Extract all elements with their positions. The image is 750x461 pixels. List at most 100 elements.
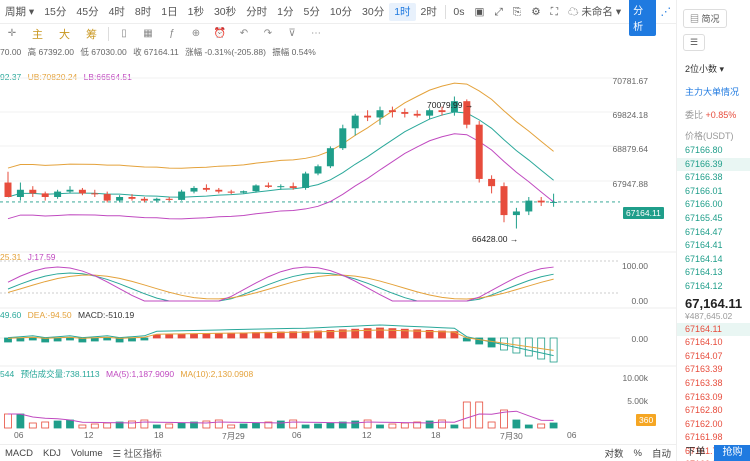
ask-price-row[interactable]: 67166.80 — [685, 145, 723, 155]
more-icon[interactable]: ⋯ — [311, 28, 321, 39]
candle-body — [376, 110, 384, 118]
kdj-toggle[interactable]: KDJ — [42, 447, 61, 459]
volume-ma5-line — [8, 410, 554, 424]
macd-bar — [475, 337, 484, 345]
volume-toggle[interactable]: Volume — [70, 447, 103, 459]
candle-body — [116, 197, 124, 201]
volume-bar — [376, 424, 384, 429]
bid-price-row[interactable]: 67164.10 — [685, 337, 723, 348]
draw-main[interactable]: 主 — [32, 29, 43, 41]
ask-price-row[interactable]: 67165.45 — [685, 212, 723, 223]
alert-icon[interactable]: ⏰ — [213, 28, 227, 39]
bid-price-row[interactable]: 67163.09 — [685, 391, 723, 402]
macd-bar — [264, 331, 273, 339]
timeframe-10[interactable]: 10分 — [329, 5, 353, 18]
indicator-icon[interactable]: ƒ — [169, 28, 175, 39]
bid-price-row[interactable]: 67163.38 — [685, 377, 723, 388]
ask-price-row[interactable]: 67166.00 — [685, 199, 723, 210]
macd-bar — [438, 330, 446, 339]
undo-icon[interactable]: ↶ — [239, 28, 249, 39]
percent-toggle[interactable]: % — [633, 447, 642, 459]
draw-chips[interactable]: 筹 — [86, 29, 97, 41]
volume-bar — [462, 401, 471, 429]
vol-axis-label: 5.00k — [627, 396, 648, 406]
draw-large[interactable]: 大 — [59, 29, 70, 41]
share-icon[interactable]: ⋰ — [660, 5, 672, 18]
community-indicator[interactable]: ☰ 社区指标 — [112, 449, 162, 460]
log-toggle[interactable]: 对数 — [604, 449, 624, 460]
ask-price-row[interactable]: 67164.41 — [685, 240, 723, 251]
timeframe-2[interactable]: 4时 — [108, 5, 125, 18]
sync-dropdown[interactable]: ☁ 未命名 ▾ — [568, 5, 622, 18]
timeframe-12[interactable]: 1时 — [389, 2, 416, 21]
ask-price-row[interactable]: 67164.47 — [685, 226, 723, 237]
timeframe-5[interactable]: 1秒 — [187, 5, 204, 18]
candle-body — [153, 198, 161, 201]
bid-price-row[interactable]: 67164.07 — [685, 350, 723, 361]
volume-bar — [388, 423, 397, 429]
macd-bar — [363, 328, 372, 339]
layout-icon[interactable]: ▦ — [143, 28, 153, 39]
ask-price-row[interactable]: 67166.38 — [685, 172, 723, 183]
overview-tab[interactable]: ▤ 简况 — [683, 9, 727, 28]
volume-bar — [524, 424, 533, 429]
timeframe-13[interactable]: 2时 — [420, 5, 437, 18]
timeframe-7[interactable]: 分时 — [246, 5, 268, 18]
timeframe-8[interactable]: 1分 — [277, 5, 294, 18]
grab-button[interactable]: 抢购 — [714, 445, 750, 461]
auto-toggle[interactable]: 自动 — [651, 449, 671, 460]
zero-seconds[interactable]: 0s — [453, 5, 465, 18]
ask-price-row[interactable]: 67164.12 — [685, 280, 723, 291]
volume-bar — [214, 419, 223, 429]
volume-bar — [177, 422, 186, 429]
timeframe-9[interactable]: 5分 — [303, 5, 320, 18]
settings-icon[interactable]: ⚙ — [531, 5, 541, 18]
save-icon[interactable]: ⎘ — [512, 5, 522, 18]
macd-bar — [338, 329, 347, 339]
ask-price-row[interactable]: 67166.01 — [685, 185, 723, 196]
volume-bar — [90, 423, 99, 429]
volume-bar — [363, 419, 372, 429]
timeframe-11[interactable]: 30分 — [362, 5, 385, 18]
bid-price-row[interactable]: 67162.80 — [685, 405, 723, 416]
kdj-info: 25.31 J:17.59 — [0, 252, 56, 262]
bid-price-row[interactable]: 67160.89 — [677, 458, 750, 461]
ask-price-row[interactable]: 67164.14 — [685, 253, 723, 264]
bid-price-row[interactable]: 67162.00 — [685, 418, 723, 429]
crosshair-icon[interactable]: ✛ — [7, 28, 17, 39]
timeframe-3[interactable]: 8时 — [134, 5, 152, 18]
bid-price-row[interactable]: 67164.11 — [677, 322, 750, 337]
kline-analysis-button[interactable]: K线分析 — [629, 0, 656, 36]
macd-toggle[interactable]: MACD — [5, 447, 33, 459]
candle-type-icon[interactable]: ▯ — [121, 28, 127, 39]
bid-price-row[interactable]: 67163.39 — [685, 364, 723, 375]
candle-body — [413, 113, 421, 116]
main-force-link[interactable]: 主力大单情况 — [685, 87, 740, 97]
timeframe-0[interactable]: 15分 — [44, 5, 67, 18]
low-annotation: 66428.00 → — [472, 234, 519, 244]
period-dropdown[interactable]: 周期 ▾ — [5, 5, 35, 18]
redo-icon[interactable]: ↷ — [263, 28, 273, 39]
volume-bar — [16, 413, 25, 429]
volume-bar — [202, 420, 211, 429]
volume-bar — [140, 419, 149, 429]
fullscreen-icon[interactable]: ⤢ — [494, 5, 503, 18]
list-tab[interactable]: ☰ — [683, 34, 706, 51]
ask-price-row[interactable]: 67166.39 — [677, 157, 750, 172]
volume-bar — [326, 422, 335, 429]
macd-bar — [326, 329, 335, 339]
kline-chart[interactable] — [0, 56, 676, 444]
place-order-button[interactable]: 下单 — [685, 447, 706, 458]
expand-icon[interactable]: ⛶ — [550, 5, 558, 18]
timeframe-4[interactable]: 1日 — [161, 5, 178, 18]
timeframe-1[interactable]: 45分 — [76, 5, 99, 18]
decimal-select[interactable]: 2位小数 ▾ — [685, 64, 725, 74]
timeframe-6[interactable]: 30秒 — [213, 5, 237, 18]
filter-icon[interactable]: ⊽ — [288, 28, 296, 39]
ask-price-row[interactable]: 67164.13 — [685, 267, 723, 278]
candle-body — [54, 191, 62, 197]
bid-price-row[interactable]: 67161.75 — [685, 445, 723, 456]
screenshot-icon[interactable]: ▣ — [474, 5, 485, 18]
compare-icon[interactable]: ⊕ — [191, 28, 201, 39]
bid-price-row[interactable]: 67161.98 — [685, 432, 723, 443]
